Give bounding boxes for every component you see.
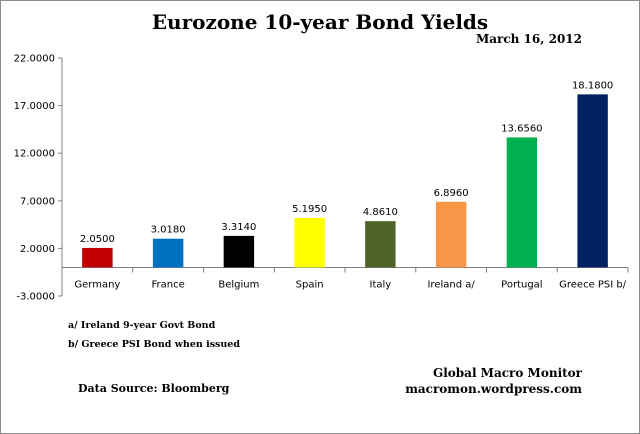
bar xyxy=(223,235,255,268)
bar-value-label: 3.0180 xyxy=(151,225,186,236)
category-label: Portugal xyxy=(501,279,542,290)
credit-name: Global Macro Monitor xyxy=(432,366,582,380)
bar-value-label: 13.6560 xyxy=(501,123,542,134)
category-label: Italy xyxy=(370,279,392,290)
y-tick-label: -3.0000 xyxy=(16,292,55,303)
y-tick-label: 2.0000 xyxy=(20,244,55,255)
y-tick-label: 17.0000 xyxy=(14,101,55,112)
bar-value-label: 4.8610 xyxy=(363,207,398,218)
chart-title: Eurozone 10-year Bond Yields xyxy=(151,10,489,34)
bar xyxy=(294,217,325,268)
bar xyxy=(82,247,113,268)
category-label: Germany xyxy=(74,279,120,290)
category-label: Greece PSI b/ xyxy=(559,279,627,290)
y-tick-label: 12.0000 xyxy=(14,149,55,160)
category-label: Ireland a/ xyxy=(427,279,475,290)
bar-value-label: 18.1800 xyxy=(572,80,613,91)
bar-value-label: 2.0500 xyxy=(80,234,115,245)
bar xyxy=(152,238,184,268)
category-label: Belgium xyxy=(218,279,259,290)
y-tick-label: 7.0000 xyxy=(20,196,55,207)
category-label: France xyxy=(151,279,184,290)
bar-value-label: 6.8960 xyxy=(434,188,469,199)
bar-value-label: 3.3140 xyxy=(221,222,256,233)
category-label: Spain xyxy=(296,279,324,290)
data-source: Data Source: Bloomberg xyxy=(78,382,230,395)
y-tick-label: 22.0000 xyxy=(14,54,55,65)
footnote-a: a/ Ireland 9-year Govt Bond xyxy=(68,320,216,331)
bar xyxy=(365,221,396,268)
chart-subtitle-date: March 16, 2012 xyxy=(475,32,582,46)
credit-url: macromon.wordpress.com xyxy=(405,382,582,396)
bar-value-label: 5.1950 xyxy=(292,204,327,215)
footnote-b: b/ Greece PSI Bond when issued xyxy=(68,339,240,350)
bar xyxy=(506,137,538,268)
bar xyxy=(435,201,467,268)
bar xyxy=(577,94,608,268)
